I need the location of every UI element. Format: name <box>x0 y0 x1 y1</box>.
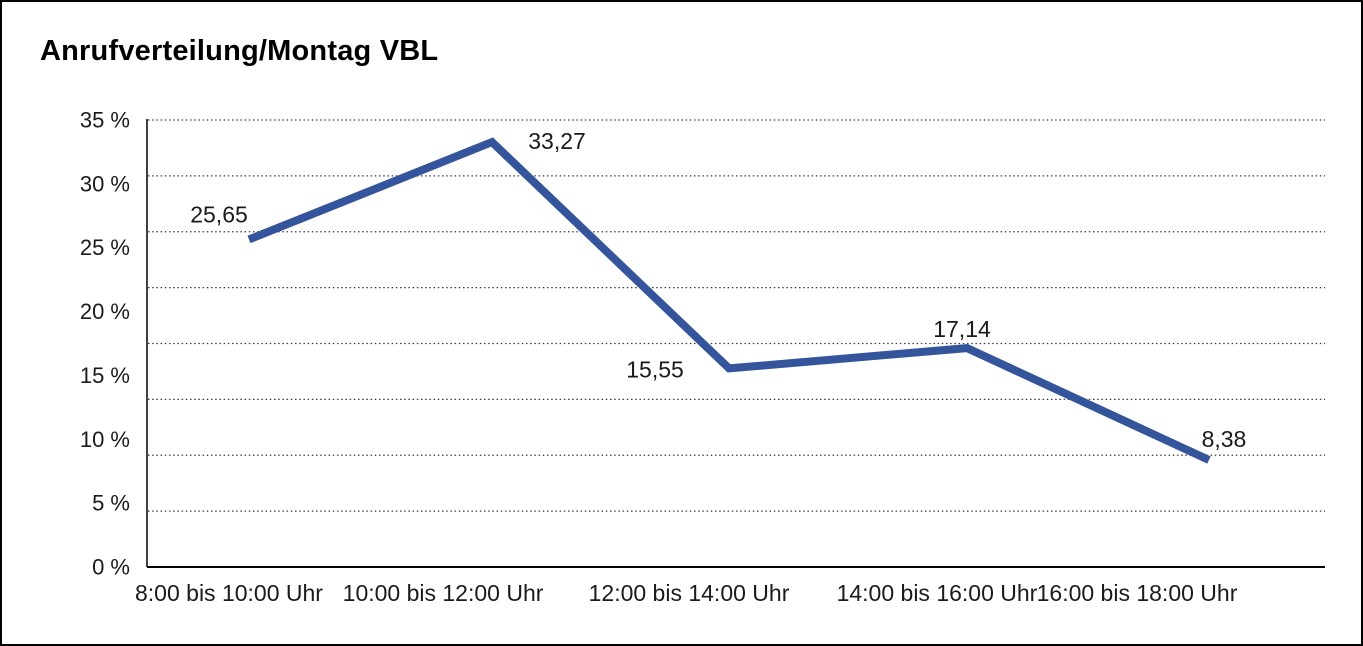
data-label: 17,14 <box>933 316 991 342</box>
y-tick-label: 0 % <box>92 555 130 580</box>
x-category-label: 8:00 bis 10:00 Uhr <box>135 580 323 606</box>
data-label: 25,65 <box>190 201 248 227</box>
data-label: 8,38 <box>1202 426 1247 452</box>
y-tick-label: 5 % <box>92 491 130 516</box>
y-tick-label: 10 % <box>80 427 130 452</box>
data-label: 33,27 <box>528 128 586 154</box>
x-category-label: 16:00 bis 18:00 Uhr <box>1037 580 1238 606</box>
y-tick-label: 20 % <box>80 299 130 324</box>
y-tick-label: 25 % <box>80 235 130 260</box>
x-category-label: 10:00 bis 12:00 Uhr <box>343 580 544 606</box>
y-tick-label: 30 % <box>80 171 130 196</box>
x-category-label: 14:00 bis 16:00 Uhr <box>837 580 1038 606</box>
series-line <box>247 137 1211 464</box>
data-label: 15,55 <box>626 356 684 382</box>
chart-title: Anrufverteilung/Montag VBL <box>40 35 439 67</box>
x-category-label: 12:00 bis 14:00 Uhr <box>589 580 790 606</box>
y-tick-label: 35 % <box>80 108 130 133</box>
y-tick-label: 15 % <box>80 363 130 388</box>
